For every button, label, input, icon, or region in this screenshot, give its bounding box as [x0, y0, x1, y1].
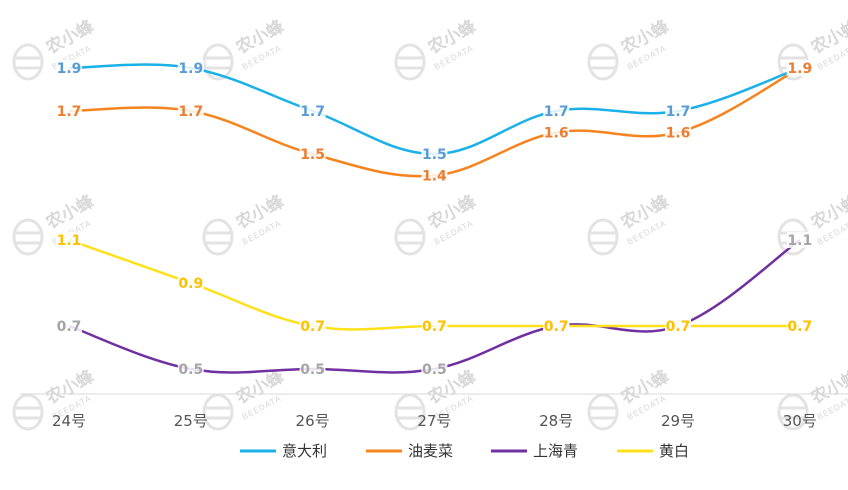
legend-label: 上海青	[533, 442, 578, 460]
x-tick-label: 26号	[296, 412, 330, 430]
data-label-bg	[177, 103, 204, 119]
data-label-bg	[56, 232, 82, 248]
data-label: 0.7	[787, 319, 812, 335]
data-label-bg	[56, 318, 82, 334]
data-label: 0.7	[544, 319, 569, 335]
data-label: 0.5	[300, 362, 325, 378]
data-label-bg	[56, 103, 82, 119]
data-label: 1.5	[300, 147, 325, 163]
data-label: 1.9	[787, 61, 812, 77]
data-label-bg	[299, 146, 326, 162]
data-label: 1.6	[544, 126, 569, 142]
data-label-bg	[177, 275, 204, 291]
x-tick-label: 27号	[417, 412, 451, 430]
data-label: 1.7	[544, 104, 569, 120]
data-label: 1.7	[300, 104, 325, 120]
data-label-bg	[299, 318, 326, 334]
data-label: 0.5	[178, 362, 203, 378]
legend-item-1[interactable]: 意大利	[240, 442, 327, 460]
data-label-bg	[421, 167, 448, 184]
data-label: 0.5	[422, 362, 447, 378]
legend-label: 意大利	[282, 442, 327, 460]
data-label: 1.7	[178, 104, 203, 120]
data-label: 0.7	[666, 319, 691, 335]
data-label-bg	[665, 318, 691, 334]
legend-label: 油麦菜	[408, 442, 453, 460]
series-line-3	[68, 238, 801, 374]
data-label: 0.9	[178, 276, 203, 292]
data-label-bg	[543, 103, 570, 119]
x-tick-label: 25号	[174, 412, 208, 430]
x-tick-label: 29号	[661, 412, 695, 430]
legend: 意大利 油麦菜 上海青 黄白	[240, 442, 689, 460]
data-label-bg	[177, 60, 204, 76]
data-label-bg	[543, 318, 570, 334]
data-label: 0.7	[422, 319, 447, 335]
x-tick-label: 28号	[539, 412, 573, 430]
x-tick-label: 30号	[783, 412, 817, 430]
data-label: 1.1	[787, 233, 812, 249]
legend-item-2[interactable]: 油麦菜	[366, 442, 453, 460]
data-label: 0.7	[300, 319, 325, 335]
data-label-bg	[786, 60, 813, 76]
data-label-bg	[421, 318, 448, 334]
legend-item-4[interactable]: 黄白	[617, 442, 689, 460]
legend-item-3[interactable]: 上海青	[491, 442, 578, 460]
data-label-bg	[665, 103, 691, 119]
data-label-bg	[299, 103, 326, 119]
data-label: 1.9	[178, 61, 203, 77]
legend-label: 黄白	[659, 442, 689, 460]
data-label: 1.4	[422, 169, 447, 185]
data-label: 0.7	[57, 319, 82, 335]
data-label: 1.1	[57, 233, 82, 249]
x-axis-ticks: 24号 25号 26号 27号 28号 29号 30号	[52, 412, 817, 430]
data-labels: 1.9 1.9 1.7 1.5 1.7 1.7 1.9 1.7 1.7 1.5 1.4 1.6 1.6 1…	[56, 60, 813, 378]
data-label: 1.7	[57, 104, 82, 120]
data-label-bg	[421, 146, 448, 162]
data-label-bg	[56, 60, 82, 76]
x-tick-label: 24号	[52, 412, 86, 430]
data-label-bg	[421, 361, 448, 377]
data-label-bg	[177, 361, 204, 377]
data-label-bg	[299, 361, 326, 377]
data-label: 1.6	[666, 126, 691, 142]
data-label-bg	[665, 124, 691, 141]
data-label: 1.9	[57, 61, 82, 77]
data-label-bg	[786, 232, 813, 248]
data-label-bg	[543, 124, 570, 141]
data-label: 1.7	[666, 104, 691, 120]
data-label-bg	[786, 318, 813, 334]
data-label: 1.5	[422, 147, 447, 163]
